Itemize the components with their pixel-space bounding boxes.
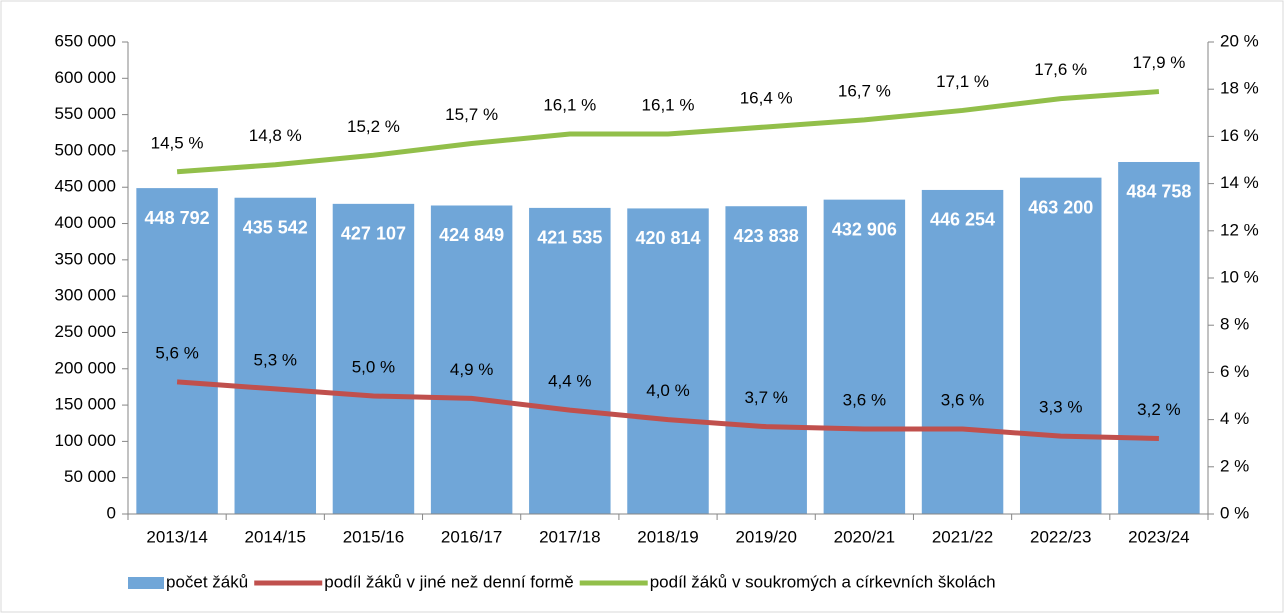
y-tick-label: 600 000	[55, 68, 116, 87]
y2-tick-label: 20 %	[1220, 31, 1259, 50]
y-tick-label: 650 000	[55, 31, 116, 50]
bar-label: 427 107	[341, 224, 406, 244]
y-tick-label: 500 000	[55, 140, 116, 159]
line-label: 4,4 %	[548, 372, 591, 391]
y-tick-label: 50 000	[64, 467, 116, 486]
line-label: 17,9 %	[1132, 53, 1185, 72]
y2-tick-label: 8 %	[1220, 315, 1249, 334]
line-label: 3,7 %	[744, 388, 787, 407]
line-label: 14,8 %	[249, 126, 302, 145]
bar	[1118, 161, 1200, 514]
y2-tick-label: 16 %	[1220, 126, 1259, 145]
y-tick-label: 450 000	[55, 177, 116, 196]
bar-label: 484 758	[1126, 182, 1191, 202]
y-tick-label: 200 000	[55, 358, 116, 377]
bar-label: 432 906	[832, 219, 897, 239]
bar	[136, 188, 218, 514]
line-label: 16,1 %	[642, 96, 695, 115]
line-label: 14,5 %	[151, 133, 204, 152]
x-tick-label: 2016/17	[441, 527, 502, 546]
line-label: 16,4 %	[740, 88, 793, 107]
x-tick-label: 2019/20	[735, 527, 796, 546]
bar-label: 421 535	[537, 228, 602, 248]
line	[176, 379, 1159, 441]
bar	[332, 203, 415, 514]
y2-tick-label: 18 %	[1220, 79, 1259, 98]
x-tick-label: 2020/21	[834, 527, 895, 546]
bar-label: 446 254	[930, 210, 995, 230]
bar	[234, 197, 317, 515]
y-tick-label: 250 000	[55, 322, 116, 341]
line-label: 17,1 %	[936, 72, 989, 91]
bar	[921, 189, 1004, 515]
y2-tick-label: 10 %	[1220, 267, 1259, 286]
line-label: 3,2 %	[1137, 400, 1180, 419]
y-tick-label: 300 000	[55, 286, 116, 305]
x-tick-label: 2014/15	[245, 527, 306, 546]
line-label: 4,9 %	[450, 360, 493, 379]
bar-label: 424 849	[439, 225, 504, 245]
legend-label: podíl žáků v soukromých a církevních ško…	[650, 572, 996, 591]
line-label: 3,6 %	[843, 391, 886, 410]
line-label: 15,7 %	[445, 105, 498, 124]
line-label: 17,6 %	[1034, 60, 1087, 79]
bar	[725, 206, 807, 515]
x-tick-label: 2023/24	[1128, 527, 1189, 546]
line-label: 16,1 %	[543, 96, 596, 115]
y-tick-label: 0	[107, 503, 116, 522]
line-label: 15,2 %	[347, 117, 400, 136]
line-label: 5,3 %	[254, 350, 297, 369]
line-label: 3,3 %	[1039, 398, 1082, 417]
x-tick-label: 2022/23	[1030, 527, 1091, 546]
y-tick-label: 400 000	[55, 213, 116, 232]
y-tick-label: 100 000	[55, 431, 116, 450]
y-tick-label: 550 000	[55, 104, 116, 123]
line-label: 5,0 %	[352, 357, 395, 376]
bar	[627, 208, 709, 514]
bar-label: 423 838	[734, 226, 799, 246]
x-tick-label: 2021/22	[932, 527, 993, 546]
line-label: 5,6 %	[155, 343, 198, 362]
bar-label: 435 542	[243, 217, 308, 237]
bar	[529, 207, 611, 514]
y2-tick-label: 4 %	[1220, 409, 1249, 428]
line	[176, 89, 1160, 175]
y2-tick-label: 2 %	[1220, 456, 1249, 475]
legend-label: podíl žáků v jiné než denní formě	[324, 572, 573, 591]
bar	[1019, 177, 1102, 514]
line-label: 3,6 %	[941, 391, 984, 410]
x-tick-label: 2018/19	[637, 527, 698, 546]
y2-tick-label: 12 %	[1220, 220, 1259, 239]
bar	[823, 199, 906, 514]
bar-label: 420 814	[635, 228, 700, 248]
y-tick-label: 150 000	[55, 395, 116, 414]
y2-tick-label: 0 %	[1220, 503, 1249, 522]
bar	[430, 205, 513, 514]
bar-label: 463 200	[1028, 197, 1093, 217]
x-tick-label: 2017/18	[539, 527, 600, 546]
y2-tick-label: 6 %	[1220, 362, 1249, 381]
line-label: 4,0 %	[646, 381, 689, 400]
x-tick-label: 2015/16	[343, 527, 404, 546]
y2-tick-label: 14 %	[1220, 173, 1259, 192]
line-label: 16,7 %	[838, 81, 891, 100]
legend-label: počet žáků	[166, 572, 248, 591]
x-tick-label: 2013/14	[146, 527, 207, 546]
y-tick-label: 350 000	[55, 249, 116, 268]
legend-swatch	[128, 577, 164, 589]
bar-label: 448 792	[145, 208, 210, 228]
